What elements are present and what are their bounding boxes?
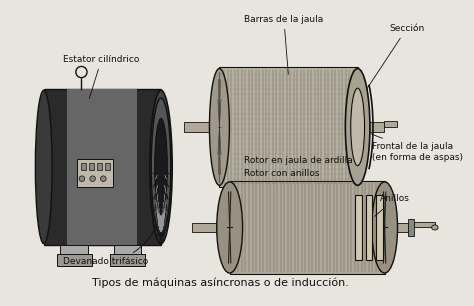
Ellipse shape: [210, 69, 229, 185]
Ellipse shape: [372, 182, 398, 273]
Text: Estator cilíndrico: Estator cilíndrico: [64, 55, 140, 99]
Bar: [356, 195, 362, 260]
Text: Anillos: Anillos: [374, 194, 410, 216]
Circle shape: [100, 176, 106, 181]
Bar: [114, 245, 141, 262]
Text: Rotor con anillos: Rotor con anillos: [244, 169, 319, 178]
Bar: [383, 121, 397, 127]
Ellipse shape: [36, 90, 52, 244]
Bar: [408, 219, 414, 236]
Text: Frontal de la jaula
(en forma de aspas): Frontal de la jaula (en forma de aspas): [371, 134, 463, 162]
Bar: [97, 163, 102, 170]
Bar: [89, 163, 94, 170]
Text: Devanado trifásico: Devanado trifásico: [64, 224, 157, 266]
Bar: [357, 121, 383, 132]
Circle shape: [90, 176, 95, 181]
Ellipse shape: [151, 98, 171, 236]
Ellipse shape: [346, 69, 370, 185]
Ellipse shape: [150, 90, 172, 244]
Bar: [184, 121, 219, 132]
Bar: [414, 222, 435, 227]
Ellipse shape: [217, 182, 243, 273]
Bar: [192, 223, 230, 232]
Bar: [105, 163, 110, 170]
Bar: [110, 255, 145, 266]
Circle shape: [79, 176, 85, 181]
Bar: [77, 159, 113, 187]
Bar: [81, 163, 86, 170]
Text: Sección: Sección: [367, 24, 424, 89]
Bar: [365, 195, 372, 260]
Text: Tipos de máquinas asíncronas o de inducción.: Tipos de máquinas asíncronas o de inducc…: [92, 278, 349, 288]
Bar: [376, 195, 383, 260]
Text: Rotor en jaula de ardilla: Rotor en jaula de ardilla: [244, 156, 353, 165]
Bar: [219, 67, 357, 186]
Bar: [230, 181, 384, 274]
Bar: [61, 245, 89, 262]
Text: Barras de la jaula: Barras de la jaula: [244, 15, 323, 74]
Bar: [44, 89, 161, 245]
Ellipse shape: [432, 225, 438, 230]
Bar: [57, 255, 92, 266]
Bar: [67, 89, 137, 245]
Bar: [384, 223, 408, 232]
Ellipse shape: [155, 118, 167, 215]
Ellipse shape: [351, 88, 365, 166]
